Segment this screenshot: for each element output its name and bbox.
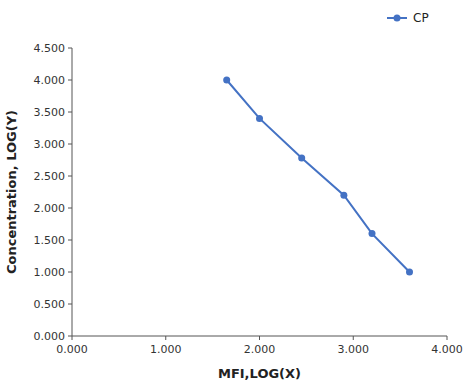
y-tick-label: 2.000 <box>34 202 66 215</box>
y-tick-label: 3.500 <box>34 106 66 119</box>
point <box>340 192 347 199</box>
x-tick-label: 4.000 <box>431 343 463 356</box>
y-tick-label: 1.000 <box>34 266 66 279</box>
y-tick-label: 3.000 <box>34 138 66 151</box>
y-tick <box>68 80 72 81</box>
y-tick <box>68 272 72 273</box>
y-tick-label: 4.000 <box>34 74 66 87</box>
y-tick <box>68 336 72 337</box>
y-tick <box>68 144 72 145</box>
y-tick-label: 4.500 <box>34 42 66 55</box>
plot-area <box>223 77 413 276</box>
x-tick-label: 1.000 <box>150 343 182 356</box>
y-tick <box>68 208 72 209</box>
series-line <box>227 80 410 272</box>
point <box>256 115 263 122</box>
legend-label: CP <box>413 11 429 25</box>
y-tick-label: 0.500 <box>34 298 66 311</box>
legend: CP <box>387 11 429 25</box>
x-tick <box>353 336 354 340</box>
x-tick <box>259 336 260 340</box>
point <box>406 269 413 276</box>
x-tick <box>72 336 73 340</box>
x-tick <box>165 336 166 340</box>
y-tick <box>68 304 72 305</box>
y-tick <box>68 48 72 49</box>
y-tick-label: 1.500 <box>34 234 66 247</box>
y-tick <box>68 240 72 241</box>
y-tick <box>68 112 72 113</box>
y-axis-line <box>72 48 73 336</box>
x-tick-label: 3.000 <box>338 343 370 356</box>
legend-marker <box>394 15 401 22</box>
point <box>369 230 376 237</box>
x-tick-label: 2.000 <box>244 343 276 356</box>
x-axis-label: MFI,LOG(X) <box>218 366 301 381</box>
x-tick-label: 0.000 <box>56 343 88 356</box>
y-tick <box>68 176 72 177</box>
y-axis-label: Concentration, LOG(Y) <box>4 110 19 274</box>
chart: 0.000 1.000 2.000 3.000 4.000 0.000 0.500 1.000… <box>0 0 469 392</box>
point <box>298 155 305 162</box>
x-tick <box>447 336 448 340</box>
y-tick-label: 0.000 <box>34 330 66 343</box>
point <box>223 77 230 84</box>
y-tick-label: 2.500 <box>34 170 66 183</box>
